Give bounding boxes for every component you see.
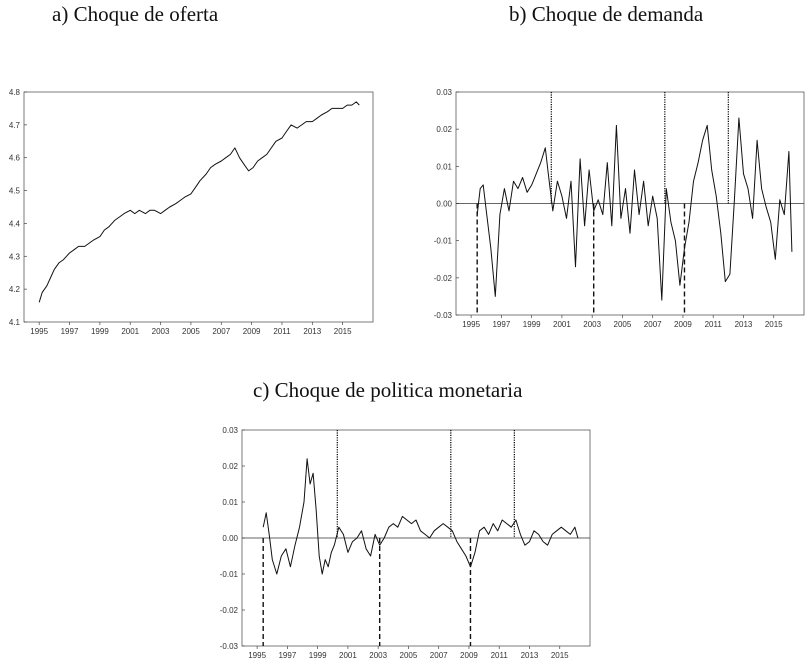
chart-b-plot: -0.03 -0.02 -0.01 0.00 0.01 0.02 0.03 1995 1997 1… (434, 88, 805, 329)
chart-a-title: a) Choque de oferta (52, 2, 219, 26)
chart-c-xtick-label: 1999 (309, 651, 327, 660)
chart-a-ytick-label: 4.6 (9, 154, 21, 163)
chart-b-title: b) Choque de demanda (509, 2, 704, 26)
chart-b-xtick-label: 2011 (705, 320, 723, 329)
chart-b-ytick-label: -0.02 (434, 274, 453, 283)
chart-a-xtick-label: 2005 (182, 327, 200, 336)
chart-b-xtick-label: 1995 (462, 320, 480, 329)
chart-c-title: c) Choque de politica monetaria (253, 378, 523, 402)
chart-b-ytick-label: 0.01 (436, 162, 452, 171)
chart-a-xtick-label: 2003 (152, 327, 170, 336)
chart-c-xtick-label: 2001 (339, 651, 357, 660)
chart-b-xtick-label: 2013 (735, 320, 753, 329)
chart-c-xtick-label: 2009 (460, 651, 478, 660)
chart-c-xtick-label: 2013 (521, 651, 539, 660)
chart-c-plot: -0.03 -0.02 -0.01 0.00 0.01 0.02 0.03 1995 1997 1… (220, 426, 591, 660)
chart-c-ytick-label: -0.02 (220, 606, 239, 615)
chart-b-xtick-label: 2007 (644, 320, 662, 329)
chart-a-frame (23, 91, 374, 323)
chart-b-series-line (476, 117, 793, 301)
chart-c-ytick-label: 0.00 (222, 534, 238, 543)
chart-a-xtick-label: 1999 (91, 327, 109, 336)
chart-c-xtick-label: 2003 (369, 651, 387, 660)
chart-b-ytick-label: 0.02 (436, 125, 452, 134)
chart-b-xtick-label: 2003 (583, 320, 601, 329)
chart-a-xtick-label: 2013 (303, 327, 321, 336)
chart-c-xtick-label: 1995 (248, 651, 266, 660)
chart-b-xtick-label: 2009 (674, 320, 692, 329)
chart-c-xtick-label: 2011 (491, 651, 509, 660)
chart-c-ytick-label: 0.01 (222, 498, 238, 507)
chart-b-xtick-label: 2005 (614, 320, 632, 329)
chart-a-ytick-label: 4.8 (9, 88, 21, 97)
chart-b-xtick-label: 2001 (553, 320, 571, 329)
chart-c-ytick-label: 0.02 (222, 462, 238, 471)
chart-a-ytick-label: 4.7 (9, 121, 21, 130)
chart-a-ytick-label: 4.1 (9, 318, 21, 327)
chart-c-series-line (262, 458, 579, 575)
chart-a-xtick-label: 1995 (30, 327, 48, 336)
chart-b-ytick-label: -0.01 (434, 237, 453, 246)
chart-a-ytick-label: 4.3 (9, 252, 21, 261)
chart-a-xtick-label: 2015 (334, 327, 352, 336)
chart-c-ytick-label: -0.03 (220, 642, 239, 651)
chart-c-xtick-label: 2005 (400, 651, 418, 660)
chart-a-xtick-label: 1997 (61, 327, 79, 336)
chart-a-xtick-label: 2009 (243, 327, 261, 336)
chart-c-ytick-label: -0.01 (220, 570, 239, 579)
chart-a-xtick-label: 2007 (212, 327, 230, 336)
chart-c-xtick-label: 2007 (430, 651, 448, 660)
chart-a-xtick-label: 2011 (273, 327, 291, 336)
chart-b-xtick-label: 1997 (492, 320, 510, 329)
chart-b-xtick-label: 2015 (765, 320, 783, 329)
chart-b-xtick-label: 1999 (523, 320, 541, 329)
chart-b-ytick-label: 0.00 (436, 200, 452, 209)
chart-a-ytick-label: 4.4 (9, 219, 21, 228)
chart-c-ytick-label: 0.03 (222, 426, 238, 435)
chart-a-ytick-label: 4.2 (9, 285, 21, 294)
chart-a-ytick-label: 4.5 (9, 187, 21, 196)
chart-c-xtick-label: 1997 (278, 651, 296, 660)
chart-a-xtick-label: 2001 (121, 327, 139, 336)
chart-b-ytick-label: 0.03 (436, 88, 452, 97)
chart-c-xtick-label: 2015 (551, 651, 569, 660)
chart-a-plot: 4.1 4.2 4.3 4.4 4.5 4.6 4.7 4.8 1995 1997 1999 2001… (9, 88, 374, 336)
chart-a-series-line (38, 101, 360, 303)
chart-b-ytick-label: -0.03 (434, 311, 453, 320)
